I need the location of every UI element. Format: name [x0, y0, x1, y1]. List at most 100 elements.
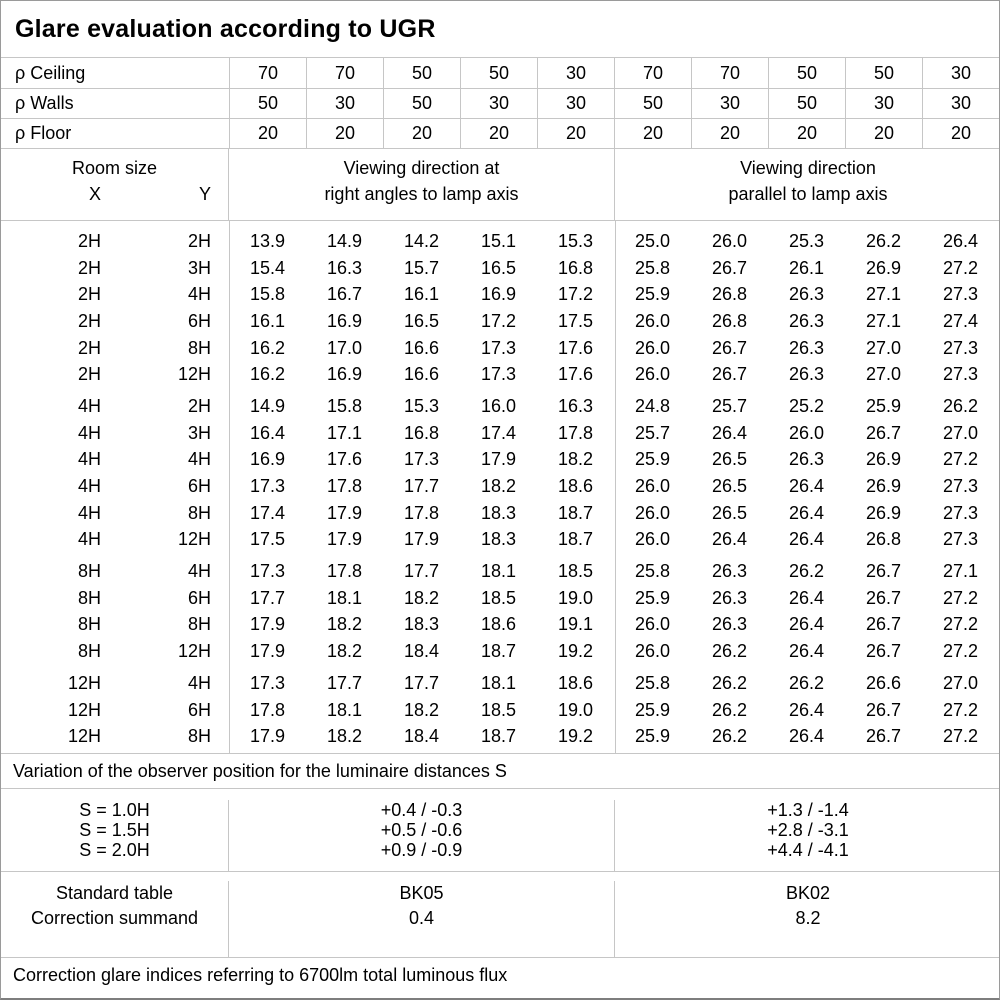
ugr-value: 26.7 [865, 641, 902, 662]
room-size-cell: 4H 12H [1, 529, 229, 550]
reflectance-row-label: ρ Walls [15, 93, 74, 113]
reflectance-value: 20 [306, 119, 383, 148]
room-y-value: 6H [187, 310, 211, 331]
ugr-table-row: 12H 8H 17.9 18.2 18.4 18.7 19.2 25.9 26.2 26.4 26.… [1, 723, 999, 750]
room-size-header-cell: Room size X Y [1, 149, 229, 220]
summary-right-angles-cell: BK05 0.4 [229, 881, 615, 957]
ugr-value: 17.7 [403, 561, 440, 582]
room-y-value: 4H [187, 672, 211, 693]
ugr-value: 27.3 [942, 364, 979, 385]
ugr-value: 19.1 [557, 614, 594, 635]
ugr-value: 18.5 [480, 699, 517, 720]
ugr-value: 17.9 [249, 641, 286, 662]
ugr-table-row: 2H 6H 16.1 16.9 16.5 17.2 17.5 26.0 26.8 26.3 27.1… [1, 308, 999, 335]
ugr-value: 26.2 [711, 672, 748, 693]
ugr-value: 17.9 [326, 502, 363, 523]
ugr-value: 26.7 [865, 726, 902, 747]
ugr-value: 19.2 [557, 641, 594, 662]
ugr-value: 15.3 [557, 230, 594, 251]
ugr-value: 16.8 [403, 422, 440, 443]
ugr-value: 13.9 [249, 230, 286, 251]
reflectance-value: 30 [306, 89, 383, 118]
reflectance-value: 30 [537, 58, 614, 88]
ugr-value: 18.3 [480, 529, 517, 550]
room-size-cell: 4H 6H [1, 476, 229, 497]
room-y-value: 6H [187, 476, 211, 497]
ugr-value: 26.9 [865, 502, 902, 523]
ugr-value: 17.2 [557, 284, 594, 305]
ugr-value: 25.9 [634, 284, 671, 305]
right-angles-header-line2: right angles to lamp axis [324, 184, 519, 204]
ugr-value: 18.6 [557, 672, 594, 693]
room-y-value: 4H [187, 284, 211, 305]
ugr-value: 26.4 [788, 726, 825, 747]
ugr-value: 26.3 [711, 614, 748, 635]
ugr-value: 25.8 [634, 672, 671, 693]
reflectance-row: ρ Floor 20 20 20 20 20 20 20 20 20 20 [1, 119, 999, 149]
ugr-value: 17.9 [326, 529, 363, 550]
ugr-value: 26.0 [634, 502, 671, 523]
ugr-value: 15.3 [403, 395, 440, 416]
ugr-value: 26.4 [788, 699, 825, 720]
ugr-value: 19.2 [557, 726, 594, 747]
ugr-value: 18.4 [403, 726, 440, 747]
ugr-value: 14.2 [403, 230, 440, 251]
ugr-value: 27.0 [942, 672, 979, 693]
variation-note-text: Variation of the observer position for t… [13, 760, 507, 781]
parallel-header-line2: parallel to lamp axis [728, 184, 888, 204]
ugr-value: 25.9 [634, 449, 671, 470]
ugr-value: 26.0 [634, 529, 671, 550]
report-title-row: Glare evaluation according to UGR [1, 1, 999, 58]
ugr-value: 25.8 [634, 257, 671, 278]
ugr-value: 26.0 [788, 422, 825, 443]
room-x-value: 2H [77, 284, 101, 305]
ugr-value: 17.3 [249, 476, 286, 497]
ugr-value: 26.9 [865, 449, 902, 470]
s-label: S = 2.0H [79, 840, 150, 860]
ugr-value: 26.2 [865, 230, 902, 251]
ugr-value: 16.2 [249, 364, 286, 385]
ugr-value: 26.0 [634, 364, 671, 385]
correction-summand-value: 8.2 [795, 908, 821, 928]
ugr-value: 16.9 [326, 364, 363, 385]
ugr-value: 27.2 [942, 614, 979, 635]
ugr-value: 27.2 [942, 641, 979, 662]
ugr-value: 17.8 [557, 422, 594, 443]
reflectance-value: 50 [383, 89, 460, 118]
ugr-value: 17.7 [403, 476, 440, 497]
ugr-value: 26.2 [711, 699, 748, 720]
ugr-value: 26.2 [711, 641, 748, 662]
room-x-value: 8H [77, 587, 101, 608]
ugr-value: 26.7 [865, 587, 902, 608]
variation-value: +2.8 / -3.1 [767, 820, 849, 840]
room-size-cell: 2H 4H [1, 284, 229, 305]
room-x-value: 4H [77, 476, 101, 497]
room-y-value: 8H [187, 614, 211, 635]
room-y-value: 12H [177, 641, 211, 662]
ugr-value: 15.4 [249, 257, 286, 278]
reflectance-value: 30 [922, 58, 999, 88]
variation-parallel-cell: +1.3 / -1.4 +2.8 / -3.1 +4.4 / -4.1 [615, 800, 999, 871]
ugr-value: 25.9 [634, 699, 671, 720]
summary-section: Standard table Correction summand BK05 0… [1, 872, 999, 958]
ugr-value: 26.1 [788, 257, 825, 278]
room-y-value: 6H [187, 587, 211, 608]
room-x-value: 2H [77, 257, 101, 278]
ugr-value: 17.7 [326, 672, 363, 693]
ugr-table-row: 2H 4H 15.8 16.7 16.1 16.9 17.2 25.9 26.8 26.3 27.1… [1, 281, 999, 308]
ugr-value: 18.7 [480, 726, 517, 747]
ugr-value: 17.3 [249, 561, 286, 582]
ugr-value: 27.1 [865, 310, 902, 331]
ugr-value: 17.6 [557, 337, 594, 358]
ugr-table-row: 8H 12H 17.9 18.2 18.4 18.7 19.2 26.0 26.2 26.4 26.… [1, 638, 999, 665]
reflectance-value: 70 [691, 58, 768, 88]
room-y-value: 8H [187, 502, 211, 523]
ugr-value: 27.3 [942, 284, 979, 305]
variation-value: +1.3 / -1.4 [767, 800, 849, 820]
ugr-value: 16.4 [249, 422, 286, 443]
ugr-value: 27.0 [865, 364, 902, 385]
ugr-value: 26.6 [865, 672, 902, 693]
ugr-value: 17.3 [249, 672, 286, 693]
ugr-value: 19.0 [557, 587, 594, 608]
column-divider-middle [615, 221, 616, 753]
